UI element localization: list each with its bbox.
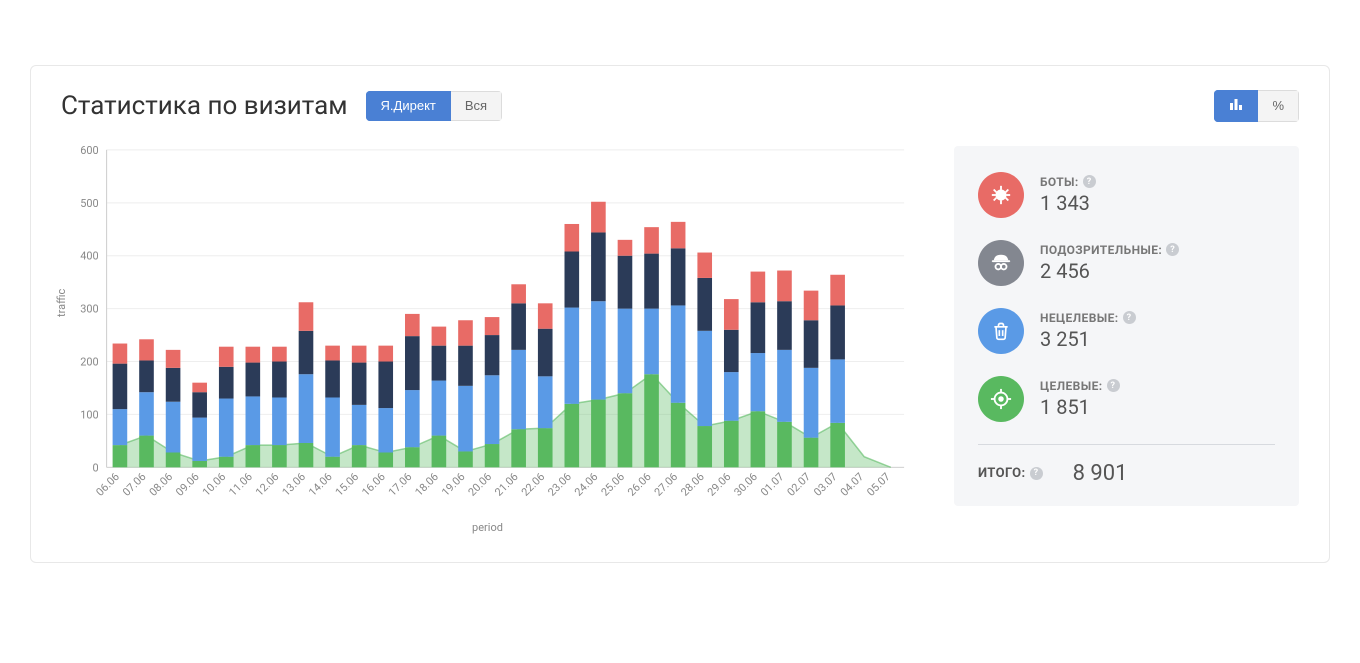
svg-text:400: 400	[80, 249, 98, 262]
svg-text:01.07: 01.07	[758, 470, 787, 499]
svg-text:22.06: 22.06	[519, 470, 548, 499]
filter-tab-1[interactable]: Вся	[451, 91, 502, 121]
svg-text:19.06: 19.06	[439, 470, 468, 499]
svg-text:17.06: 17.06	[386, 470, 415, 499]
visits-stats-panel: Статистика по визитам Я.ДиректВся % traf…	[30, 65, 1330, 563]
target-icon	[978, 376, 1024, 422]
stat-row-nontargeted: НЕЦЕЛЕВЫЕ: ? 3 251	[978, 308, 1275, 354]
svg-text:02.07: 02.07	[785, 470, 814, 499]
total-value: 8 901	[1073, 461, 1128, 486]
x-axis-title: period	[61, 521, 914, 534]
svg-text:600: 600	[80, 143, 98, 156]
svg-text:100: 100	[80, 408, 98, 421]
stat-row-bots: БОТЫ: ? 1 343	[978, 172, 1275, 218]
svg-text:04.07: 04.07	[838, 470, 867, 499]
svg-text:25.06: 25.06	[599, 470, 628, 499]
help-icon[interactable]: ?	[1083, 175, 1096, 188]
stat-label-nontargeted: НЕЦЕЛЕВЫЕ: ?	[1040, 311, 1275, 325]
svg-text:28.06: 28.06	[678, 470, 707, 499]
svg-text:21.06: 21.06	[492, 470, 521, 499]
svg-text:13.06: 13.06	[280, 470, 309, 499]
svg-text:20.06: 20.06	[466, 470, 495, 499]
view-tab-0[interactable]	[1214, 90, 1258, 122]
stat-label-suspicious: ПОДОЗРИТЕЛЬНЫЕ: ?	[1040, 243, 1275, 257]
svg-text:07.06: 07.06	[120, 470, 149, 499]
svg-text:12.06: 12.06	[253, 470, 282, 499]
bar-chart-icon	[1229, 97, 1243, 115]
svg-text:18.06: 18.06	[412, 470, 441, 499]
total-row: ИТОГО: ? 8 901	[978, 461, 1275, 486]
filter-tab-0[interactable]: Я.Директ	[366, 91, 451, 121]
svg-text:29.06: 29.06	[705, 470, 734, 499]
stat-row-targeted: ЦЕЛЕВЫЕ: ? 1 851	[978, 376, 1275, 422]
spy-icon	[978, 240, 1024, 286]
stat-row-suspicious: ПОДОЗРИТЕЛЬНЫЕ: ? 2 456	[978, 240, 1275, 286]
help-icon[interactable]: ?	[1123, 311, 1136, 324]
help-icon[interactable]: ?	[1107, 379, 1120, 392]
svg-text:500: 500	[80, 196, 98, 209]
svg-text:06.06: 06.06	[93, 470, 122, 499]
svg-text:16.06: 16.06	[359, 470, 388, 499]
svg-text:200: 200	[80, 355, 98, 368]
svg-text:30.06: 30.06	[731, 470, 760, 499]
help-icon[interactable]: ?	[1166, 243, 1179, 256]
help-icon[interactable]: ?	[1030, 467, 1043, 480]
svg-text:0: 0	[93, 461, 99, 474]
svg-text:26.06: 26.06	[625, 470, 654, 499]
stat-value-suspicious: 2 456	[1040, 259, 1275, 283]
view-mode-tabs: %	[1214, 90, 1299, 122]
svg-text:09.06: 09.06	[173, 470, 202, 499]
svg-text:14.06: 14.06	[306, 470, 335, 499]
traffic-chart: traffic 010020030040050060006.0607.0608.…	[61, 140, 914, 534]
svg-text:10.06: 10.06	[200, 470, 229, 499]
stat-value-bots: 1 343	[1040, 191, 1275, 215]
svg-text:300: 300	[80, 302, 98, 315]
svg-text:03.07: 03.07	[811, 470, 840, 499]
summary-stats: БОТЫ: ? 1 343 ПОДОЗРИТЕЛЬНЫЕ: ? 2 456 НЕ…	[954, 146, 1299, 506]
stat-value-nontargeted: 3 251	[1040, 327, 1275, 351]
svg-text:24.06: 24.06	[572, 470, 601, 499]
panel-header: Статистика по визитам Я.ДиректВся %	[61, 90, 1299, 122]
y-axis-title: traffic	[55, 288, 68, 316]
stat-value-targeted: 1 851	[1040, 395, 1275, 419]
trash-icon	[978, 308, 1024, 354]
total-label: ИТОГО: ?	[978, 466, 1043, 481]
svg-text:05.07: 05.07	[864, 470, 893, 499]
svg-text:08.06: 08.06	[147, 470, 176, 499]
bug-icon	[978, 172, 1024, 218]
svg-text:23.06: 23.06	[545, 470, 574, 499]
traffic-source-tabs: Я.ДиректВся	[366, 91, 503, 121]
panel-title: Статистика по визитам	[61, 91, 348, 121]
svg-text:27.06: 27.06	[652, 470, 681, 499]
stat-label-targeted: ЦЕЛЕВЫЕ: ?	[1040, 379, 1275, 393]
view-tab-1[interactable]: %	[1258, 90, 1299, 122]
svg-text:11.06: 11.06	[226, 470, 255, 499]
svg-text:15.06: 15.06	[333, 470, 362, 499]
chart-svg: 010020030040050060006.0607.0608.0609.061…	[61, 140, 914, 517]
stats-divider	[978, 444, 1275, 445]
stat-label-bots: БОТЫ: ?	[1040, 175, 1275, 189]
